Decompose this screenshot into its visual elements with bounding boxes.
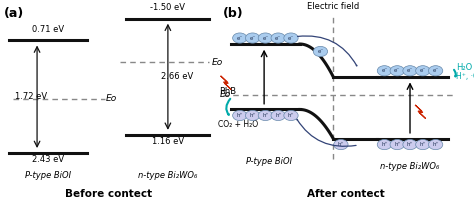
Circle shape (233, 110, 247, 121)
Text: h⁺: h⁺ (381, 142, 388, 147)
Text: h⁺: h⁺ (275, 113, 282, 118)
Text: n-type Bi₂WO₆: n-type Bi₂WO₆ (380, 162, 440, 171)
Text: h⁺: h⁺ (419, 142, 426, 147)
Circle shape (258, 33, 273, 43)
Text: e⁻: e⁻ (432, 68, 439, 73)
FancyArrowPatch shape (454, 70, 456, 76)
Text: h⁺: h⁺ (288, 113, 294, 118)
Circle shape (377, 139, 392, 150)
Circle shape (416, 139, 430, 150)
Text: e⁻: e⁻ (419, 68, 426, 73)
Text: e⁻: e⁻ (237, 36, 243, 41)
Text: h⁺: h⁺ (432, 142, 439, 147)
Text: e⁻: e⁻ (381, 68, 388, 73)
FancyArrowPatch shape (297, 119, 356, 146)
Circle shape (416, 66, 430, 76)
FancyArrowPatch shape (226, 99, 230, 115)
Circle shape (233, 33, 247, 43)
Text: Eᴏ: Eᴏ (211, 58, 223, 67)
Text: 0.71 eV: 0.71 eV (32, 25, 64, 34)
Text: e⁻: e⁻ (317, 49, 324, 54)
Text: e⁻: e⁻ (275, 36, 281, 41)
Text: Eᴏ: Eᴏ (106, 94, 117, 103)
Circle shape (390, 139, 404, 150)
Text: P-type BiOI: P-type BiOI (25, 171, 71, 180)
Text: h⁺: h⁺ (407, 142, 413, 147)
Circle shape (271, 110, 285, 121)
Text: e⁻: e⁻ (407, 68, 413, 73)
Text: h⁺: h⁺ (237, 113, 243, 118)
Text: e⁻: e⁻ (394, 68, 401, 73)
Text: n-type Bi₂WO₆: n-type Bi₂WO₆ (138, 171, 198, 180)
Text: Eᴏ: Eᴏ (219, 90, 230, 99)
Circle shape (403, 139, 417, 150)
Circle shape (246, 110, 260, 121)
Circle shape (246, 33, 260, 43)
Text: H⁺, ·O₂⁻: H⁺, ·O₂⁻ (456, 72, 474, 81)
Text: e⁻: e⁻ (249, 36, 255, 41)
Text: h⁺: h⁺ (249, 113, 256, 118)
Text: (a): (a) (4, 7, 25, 20)
Circle shape (428, 66, 443, 76)
Text: h⁺: h⁺ (394, 142, 401, 147)
Text: -1.50 eV: -1.50 eV (150, 3, 185, 12)
Text: e⁻: e⁻ (262, 36, 268, 41)
Circle shape (258, 110, 273, 121)
Text: 1.16 eV: 1.16 eV (152, 137, 184, 146)
Text: h⁺: h⁺ (337, 142, 344, 147)
Circle shape (313, 46, 328, 57)
FancyArrowPatch shape (298, 36, 357, 66)
Text: 2.66 eV: 2.66 eV (161, 72, 193, 81)
Circle shape (403, 66, 417, 76)
Text: h⁺: h⁺ (262, 113, 269, 118)
Text: (b): (b) (223, 7, 244, 20)
Text: e⁻: e⁻ (288, 36, 294, 41)
Circle shape (284, 110, 298, 121)
Text: CO₂ + H₂O: CO₂ + H₂O (218, 120, 258, 128)
Circle shape (377, 66, 392, 76)
Text: RhB: RhB (219, 87, 237, 96)
Polygon shape (220, 76, 231, 89)
Circle shape (390, 66, 404, 76)
Circle shape (428, 139, 443, 150)
Circle shape (271, 33, 285, 43)
Text: 2.43 eV: 2.43 eV (32, 155, 64, 164)
Text: H₂O: H₂O (456, 63, 472, 72)
Text: P-type BiOI: P-type BiOI (246, 157, 292, 166)
Text: 1.72 eV: 1.72 eV (15, 92, 47, 101)
Circle shape (334, 139, 348, 150)
Text: Electric field: Electric field (307, 2, 359, 11)
Text: After contect: After contect (307, 189, 385, 200)
Circle shape (284, 33, 298, 43)
Text: Before contect: Before contect (65, 189, 153, 200)
Polygon shape (415, 105, 426, 119)
